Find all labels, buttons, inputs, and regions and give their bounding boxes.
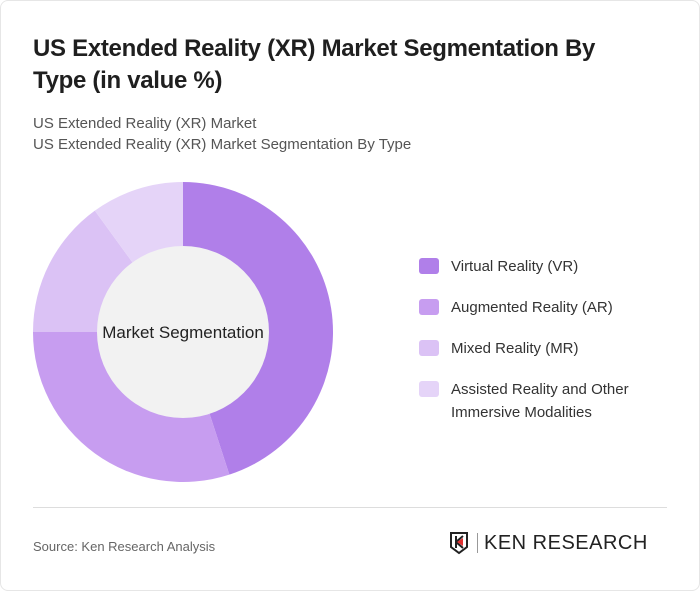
legend-item[interactable]: Assisted Reality and Other Immersive Mod… <box>419 378 679 424</box>
divider <box>33 507 667 508</box>
legend-item[interactable]: Virtual Reality (VR) <box>419 255 679 278</box>
chart-title: US Extended Reality (XR) Market Segmenta… <box>33 35 596 94</box>
legend-label: Assisted Reality and Other Immersive Mod… <box>451 381 629 421</box>
ken-logo-icon <box>450 532 468 555</box>
legend-swatch <box>419 299 439 315</box>
logo-text: KEN RESEARCH <box>477 533 648 553</box>
subtitle-market: US Extended Reality (XR) Market <box>33 115 257 132</box>
legend-swatch <box>419 340 439 356</box>
legend: Virtual Reality (VR) Augmented Reality (A… <box>419 255 679 442</box>
legend-label: Virtual Reality (VR) <box>451 258 579 275</box>
legend-swatch <box>419 258 439 274</box>
legend-item[interactable]: Mixed Reality (MR) <box>419 337 679 360</box>
source-note: Source: Ken Research Analysis <box>33 539 216 554</box>
legend-swatch <box>419 381 439 397</box>
donut-chart: Market Segmentation <box>33 182 334 483</box>
legend-item[interactable]: Augmented Reality (AR) <box>419 296 679 319</box>
donut-hole <box>97 246 269 418</box>
legend-label: Mixed Reality (MR) <box>451 340 579 357</box>
subtitle-segmentation: US Extended Reality (XR) Market Segmenta… <box>33 136 412 153</box>
center-label: Market Segmentation <box>102 323 264 342</box>
ken-research-logo: KEN RESEARCH <box>449 531 648 555</box>
legend-label: Augmented Reality (AR) <box>451 299 613 316</box>
